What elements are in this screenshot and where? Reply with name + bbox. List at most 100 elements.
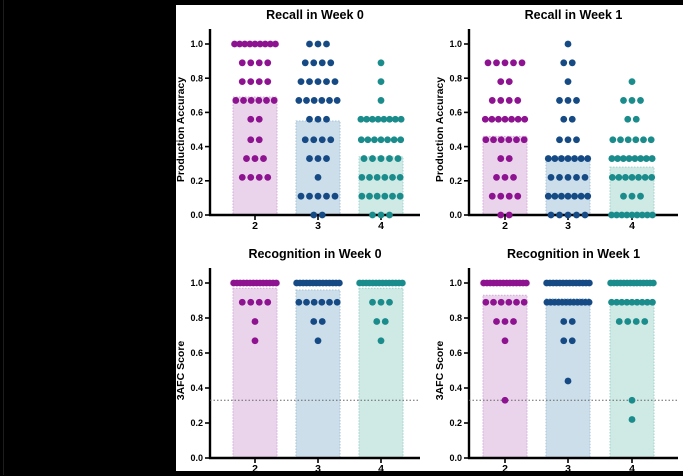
data-point — [622, 173, 629, 181]
data-point — [608, 173, 616, 181]
dot-column-category-3 — [293, 279, 343, 345]
data-point — [232, 97, 240, 104]
y-tick-label: 0.4 — [190, 383, 203, 393]
y-tick-label: 0.0 — [190, 453, 203, 463]
data-point — [358, 173, 366, 181]
data-point — [508, 115, 515, 123]
data-point — [488, 97, 496, 104]
data-point — [560, 318, 568, 325]
data-point — [310, 136, 318, 144]
data-point — [260, 155, 267, 162]
data-point — [560, 59, 568, 67]
data-point — [306, 192, 313, 200]
data-point — [560, 115, 568, 123]
data-point — [369, 298, 376, 306]
data-point — [303, 97, 310, 104]
data-point — [501, 173, 509, 181]
data-point — [564, 97, 572, 104]
data-point — [481, 115, 489, 123]
data-point — [581, 211, 589, 219]
data-point — [641, 318, 649, 325]
data-point — [649, 298, 656, 306]
data-point — [643, 298, 651, 306]
data-point — [628, 97, 636, 104]
data-point — [556, 173, 563, 181]
data-point — [510, 59, 517, 67]
data-point — [318, 298, 326, 306]
data-point — [373, 173, 381, 181]
data-point — [303, 298, 310, 306]
data-point — [384, 136, 391, 144]
bar-category-2 — [232, 287, 278, 459]
y-tick-label: 1.0 — [449, 39, 462, 49]
data-point — [632, 136, 640, 144]
data-point — [255, 97, 263, 104]
dot-column-category-2 — [480, 279, 530, 404]
data-point — [505, 136, 513, 144]
data-point — [377, 155, 385, 162]
y-tick-label: 1.0 — [190, 278, 203, 288]
data-point — [241, 40, 249, 48]
data-point — [251, 155, 259, 162]
data-point — [505, 192, 513, 200]
data-point — [638, 211, 646, 219]
data-point — [381, 173, 389, 181]
data-point — [608, 155, 616, 162]
data-point — [564, 173, 572, 181]
data-point — [323, 40, 330, 48]
data-point — [501, 337, 509, 345]
y-tick-label: 0.4 — [449, 383, 462, 393]
data-point — [333, 97, 341, 104]
data-point — [556, 211, 563, 219]
data-point — [301, 136, 309, 144]
data-point — [358, 192, 366, 200]
y-tick-label: 0.6 — [449, 348, 462, 358]
data-point — [514, 115, 522, 123]
data-point — [623, 211, 631, 219]
data-point — [482, 298, 490, 306]
data-point — [380, 115, 388, 123]
data-point — [357, 136, 365, 144]
data-point — [564, 155, 572, 162]
data-point — [251, 337, 259, 345]
data-point — [236, 40, 244, 48]
dot-column-category-3 — [295, 40, 341, 219]
data-point — [272, 279, 280, 287]
data-point — [623, 298, 631, 306]
data-point — [243, 155, 250, 162]
data-point — [628, 298, 636, 306]
bar-category-3 — [295, 120, 341, 216]
data-point — [381, 192, 389, 200]
data-point — [585, 279, 593, 287]
data-point — [628, 173, 636, 181]
data-point — [310, 211, 318, 219]
data-point — [246, 40, 254, 48]
data-point — [638, 298, 646, 306]
data-point — [501, 396, 509, 404]
data-point — [272, 40, 279, 48]
data-point — [326, 97, 333, 104]
data-point — [620, 192, 627, 200]
x-tick-label: 2 — [502, 220, 508, 232]
data-point — [251, 40, 259, 48]
data-point — [488, 192, 496, 200]
data-point — [301, 59, 309, 67]
y-tick-label: 0.0 — [190, 210, 203, 220]
data-point — [521, 115, 529, 123]
data-point — [649, 279, 657, 287]
data-point — [327, 59, 335, 67]
data-point — [628, 211, 636, 219]
data-point — [505, 97, 513, 104]
data-point — [558, 155, 565, 162]
data-point — [556, 97, 563, 104]
data-point — [615, 318, 623, 325]
data-point — [238, 298, 246, 306]
data-point — [615, 173, 623, 181]
data-point — [564, 211, 572, 219]
data-point — [357, 115, 365, 123]
panel-recall-week-1: Recall in Week 1 0.0 0.2 0.4 0.6 0.8 1.0 2 3 4 Pro… — [434, 8, 678, 232]
data-point — [397, 115, 405, 123]
dot-column-category-3 — [544, 40, 592, 219]
data-point — [649, 211, 656, 219]
data-point — [331, 192, 339, 200]
